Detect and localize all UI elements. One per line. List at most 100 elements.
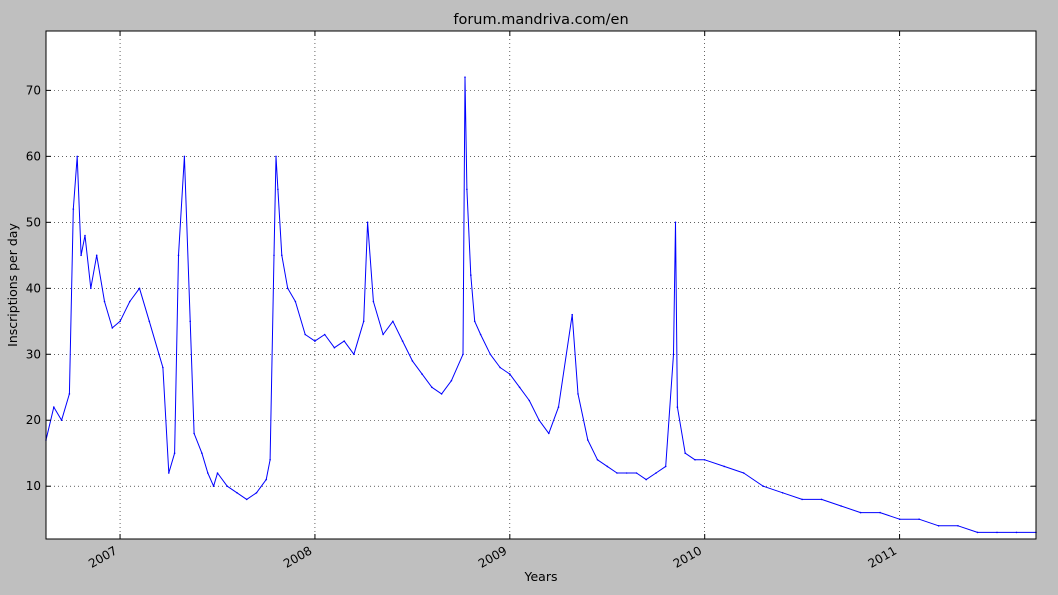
data-point bbox=[72, 208, 75, 210]
data-point bbox=[294, 300, 297, 303]
data-point bbox=[898, 518, 901, 520]
data-point bbox=[158, 353, 160, 356]
data-point bbox=[177, 254, 180, 257]
data-point bbox=[80, 254, 82, 257]
data-point bbox=[281, 254, 283, 257]
data-point bbox=[111, 327, 114, 329]
data-point bbox=[162, 366, 164, 369]
data-point bbox=[859, 511, 862, 514]
data-point bbox=[528, 399, 531, 402]
data-point bbox=[90, 287, 92, 290]
data-point bbox=[571, 313, 573, 316]
grid bbox=[46, 31, 1036, 539]
data-point bbox=[635, 472, 638, 474]
data-point bbox=[372, 300, 375, 303]
y-tick-label: 50 bbox=[26, 215, 41, 229]
series-layer bbox=[45, 76, 1037, 534]
data-point bbox=[473, 320, 476, 323]
data-point bbox=[674, 221, 677, 224]
data-point bbox=[275, 155, 277, 158]
y-axis-label: Inscriptions per day bbox=[5, 223, 20, 347]
data-point bbox=[450, 379, 453, 382]
data-point bbox=[655, 472, 657, 474]
data-point bbox=[343, 340, 346, 342]
data-point bbox=[664, 465, 667, 468]
data-point bbox=[207, 472, 209, 474]
data-point bbox=[684, 452, 686, 455]
data-point bbox=[148, 320, 151, 323]
data-point bbox=[820, 498, 823, 501]
y-tick-label: 10 bbox=[26, 479, 41, 493]
data-point bbox=[103, 300, 106, 303]
data-point bbox=[781, 492, 784, 494]
data-point bbox=[840, 505, 842, 507]
data-point bbox=[577, 393, 579, 395]
data-point bbox=[742, 472, 745, 474]
data-point bbox=[676, 406, 679, 408]
y-tick-label: 20 bbox=[26, 413, 41, 427]
data-point bbox=[538, 419, 540, 422]
data-point bbox=[587, 439, 589, 441]
data-point bbox=[273, 254, 275, 257]
data-point bbox=[616, 472, 618, 474]
data-point bbox=[937, 525, 940, 527]
data-point bbox=[53, 406, 55, 408]
data-point bbox=[236, 492, 238, 494]
data-point bbox=[173, 452, 176, 455]
data-point bbox=[212, 485, 215, 488]
data-point bbox=[76, 155, 78, 158]
data-point bbox=[703, 459, 706, 461]
data-point bbox=[499, 366, 501, 369]
data-point bbox=[216, 472, 219, 474]
data-point bbox=[996, 531, 998, 534]
data-point bbox=[723, 465, 725, 468]
data-point bbox=[277, 188, 279, 191]
data-point bbox=[421, 373, 423, 375]
data-point bbox=[645, 478, 647, 481]
data-point bbox=[226, 485, 228, 488]
data-point bbox=[479, 333, 482, 336]
data-point bbox=[255, 492, 258, 494]
data-point bbox=[168, 472, 170, 474]
data-point bbox=[265, 478, 268, 481]
x-tick-label: 2008 bbox=[281, 543, 314, 570]
data-point bbox=[323, 333, 326, 336]
x-tick-label: 2007 bbox=[86, 543, 119, 570]
data-point bbox=[95, 254, 98, 257]
x-axis-label: Years bbox=[524, 569, 558, 584]
data-point bbox=[353, 353, 355, 356]
x-tick-label: 2009 bbox=[476, 543, 509, 570]
data-point bbox=[918, 518, 920, 520]
data-point bbox=[68, 393, 71, 395]
data-point bbox=[694, 459, 696, 461]
data-point bbox=[462, 353, 464, 356]
data-point bbox=[957, 525, 959, 527]
data-point bbox=[183, 155, 186, 158]
data-point bbox=[509, 373, 511, 375]
data-point bbox=[489, 353, 492, 356]
chart-title: forum.mandriva.com/en bbox=[453, 12, 628, 28]
data-point bbox=[411, 360, 414, 362]
plot-area bbox=[46, 31, 1036, 539]
data-point bbox=[762, 485, 764, 488]
data-point bbox=[470, 274, 472, 276]
data-point bbox=[304, 333, 307, 336]
data-point bbox=[625, 472, 628, 474]
data-point bbox=[333, 346, 336, 349]
data-point bbox=[286, 287, 289, 290]
y-tick-label: 70 bbox=[26, 83, 41, 97]
data-point bbox=[466, 188, 468, 191]
data-point bbox=[60, 419, 63, 422]
data-point bbox=[464, 76, 466, 78]
data-point bbox=[431, 386, 433, 389]
y-tick-label: 60 bbox=[26, 149, 41, 163]
data-point bbox=[362, 320, 365, 323]
data-point bbox=[392, 320, 394, 323]
data-point bbox=[201, 452, 203, 455]
data-point bbox=[801, 498, 803, 501]
data-point bbox=[672, 353, 675, 356]
data-point bbox=[1015, 531, 1018, 534]
data-point bbox=[129, 300, 131, 303]
data-point bbox=[84, 234, 86, 237]
